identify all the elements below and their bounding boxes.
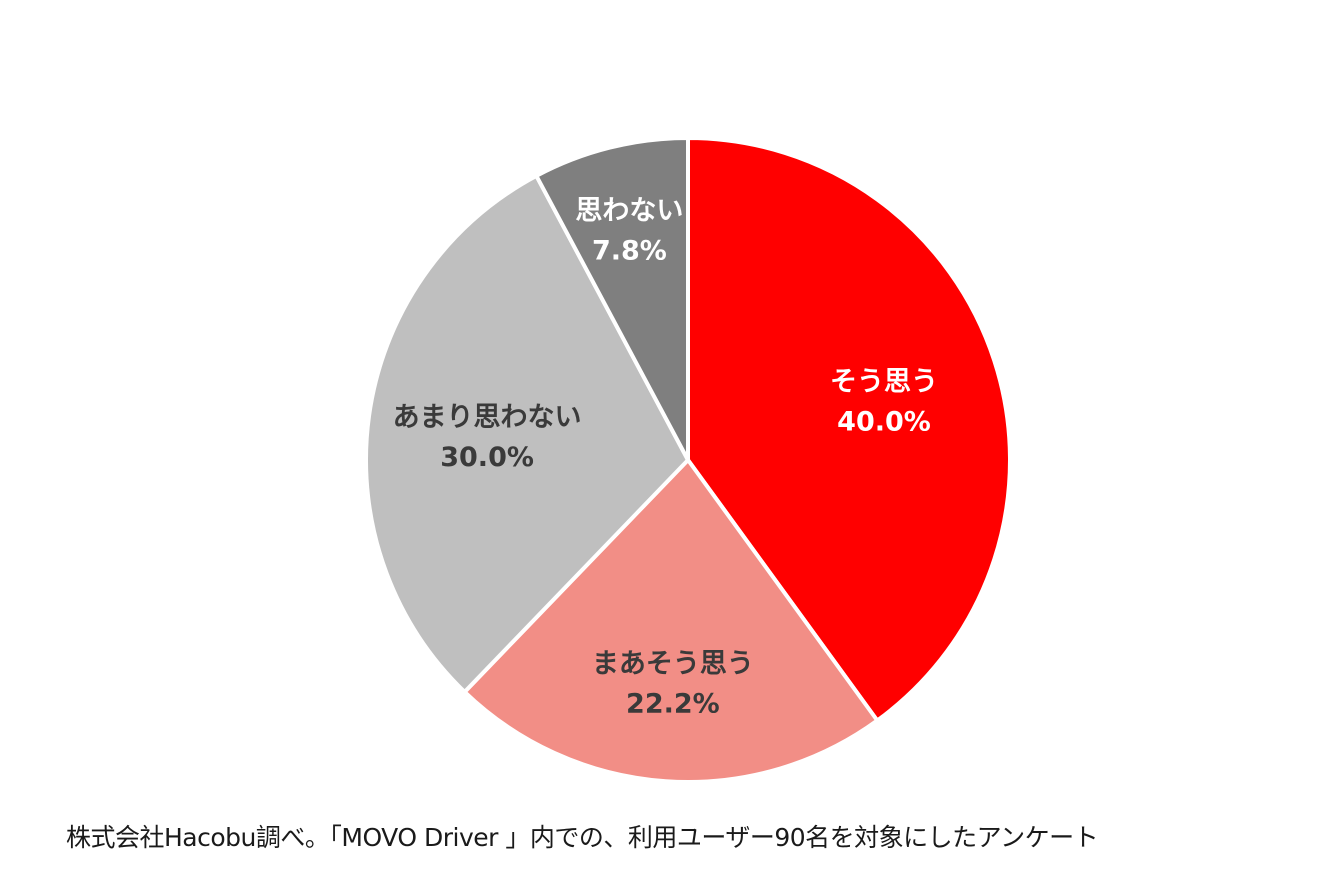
slice-label-amari-omowanai: あまり思わない <box>393 402 582 433</box>
slice-label-omowanai: 思わない <box>575 196 683 227</box>
pie-slices <box>364 136 1012 784</box>
slice-value-amari-omowanai: 30.0% <box>440 442 534 473</box>
pie-slice-amari-omowanai <box>364 173 690 694</box>
slice-value-omowanai: 7.8% <box>592 236 667 267</box>
slice-value-sou-omou: 40.0% <box>837 406 931 437</box>
slice-label-maa-sou-omou: まあそう思う <box>592 648 754 679</box>
source-caption: 株式会社Hacobu調べ。「MOVO Driver 」内での、利用ユーザー90名… <box>66 823 1099 852</box>
pie-labels: そう思う 40.0% まあそう思う 22.2% あまり思わない 30.0% 思わない 7.8% <box>393 196 938 720</box>
slice-value-maa-sou-omou: 22.2% <box>626 688 720 719</box>
slice-label-sou-omou: そう思う <box>830 366 938 397</box>
pie-slice-omowanai <box>534 136 690 462</box>
pie-slice-sou-omou <box>686 136 1012 723</box>
pie-slice-maa-sou-omou <box>462 458 880 784</box>
